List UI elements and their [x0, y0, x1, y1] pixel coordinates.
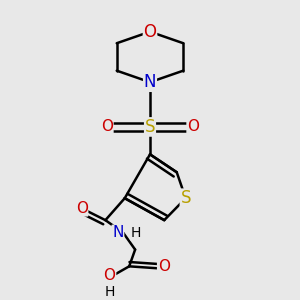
Text: O: O: [143, 23, 157, 41]
Text: H: H: [130, 226, 141, 240]
Text: S: S: [180, 189, 191, 207]
Text: O: O: [76, 201, 88, 216]
Text: H: H: [104, 285, 115, 299]
Text: N: N: [112, 225, 124, 240]
Text: S: S: [145, 118, 155, 136]
Text: O: O: [101, 119, 113, 134]
Text: N: N: [144, 73, 156, 91]
Text: O: O: [158, 260, 170, 274]
Text: O: O: [103, 268, 116, 283]
Text: O: O: [187, 119, 199, 134]
